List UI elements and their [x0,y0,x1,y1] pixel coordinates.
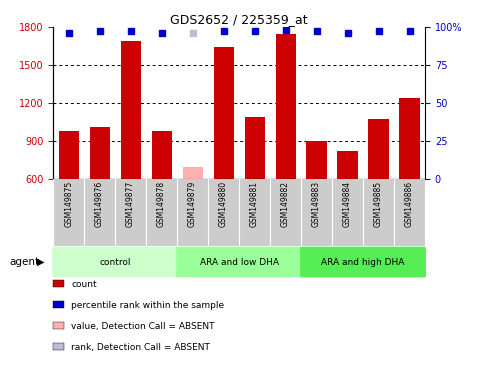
Bar [58,131,79,179]
Text: GSM149885: GSM149885 [374,180,383,227]
Bar [213,47,234,179]
FancyBboxPatch shape [52,247,178,277]
Text: GSM149880: GSM149880 [219,180,228,227]
Bar [244,117,265,179]
Text: value, Detection Call = ABSENT: value, Detection Call = ABSENT [71,322,214,331]
Text: GSM149881: GSM149881 [250,180,259,227]
Text: GSM149875: GSM149875 [64,180,73,227]
Text: GSM149879: GSM149879 [188,180,197,227]
Text: GSM149877: GSM149877 [126,180,135,227]
Bar [399,98,420,179]
Bar [152,131,171,179]
Text: ▶: ▶ [37,257,45,267]
FancyBboxPatch shape [300,247,426,277]
FancyBboxPatch shape [176,247,302,277]
Title: GDS2652 / 225359_at: GDS2652 / 225359_at [170,13,308,26]
Text: agent: agent [10,257,40,267]
Text: ARA and low DHA: ARA and low DHA [199,258,279,266]
Bar [275,35,296,179]
Text: GSM149886: GSM149886 [405,180,414,227]
Text: ARA and high DHA: ARA and high DHA [321,258,405,266]
Text: GSM149882: GSM149882 [281,180,290,227]
Bar [121,41,141,179]
Bar [89,127,110,179]
Bar [338,151,357,179]
Text: GSM149876: GSM149876 [95,180,104,227]
Text: GSM149884: GSM149884 [343,180,352,227]
Text: GSM149878: GSM149878 [157,180,166,227]
Bar [307,141,327,179]
Bar [183,167,203,179]
Text: percentile rank within the sample: percentile rank within the sample [71,301,224,310]
Bar [369,119,389,179]
Text: count: count [71,280,97,289]
Text: rank, Detection Call = ABSENT: rank, Detection Call = ABSENT [71,343,210,352]
Text: GSM149883: GSM149883 [312,180,321,227]
Text: control: control [99,258,131,266]
